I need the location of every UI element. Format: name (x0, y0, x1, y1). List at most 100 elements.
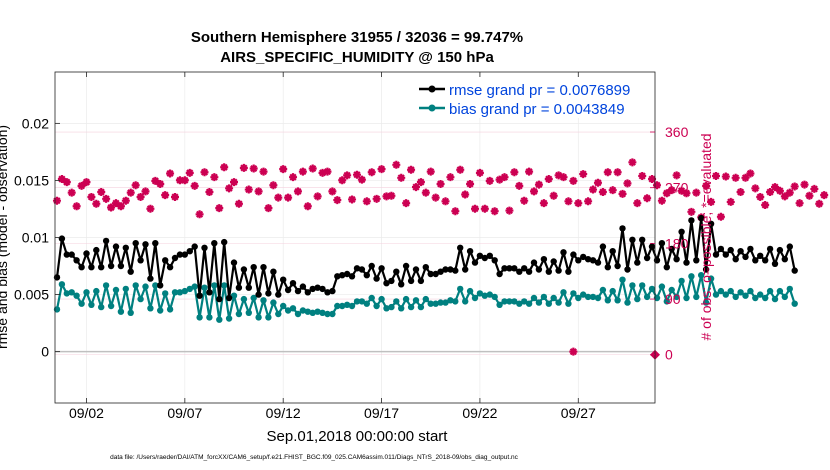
bias-point-110 (594, 294, 602, 302)
obs-point-121 (648, 175, 657, 184)
rmse-point-103 (560, 249, 567, 256)
bias-point-53 (314, 308, 321, 315)
chart-subtitle: AIRS_SPECIFIC_HUMIDITY @ 150 hPa (220, 49, 494, 66)
rmse-point-143 (757, 252, 764, 259)
bias-point-9 (98, 303, 105, 311)
x-tick-label-1: 09/07 (167, 405, 202, 421)
obs-point-47 (284, 193, 293, 202)
bias-point-119 (639, 282, 646, 289)
obs-point-18 (141, 187, 150, 196)
rmse-point-136 (722, 251, 729, 258)
bias-point-34 (221, 282, 228, 289)
bias-point-79 (442, 299, 449, 306)
bias-point-127 (678, 277, 685, 285)
bias-point-3 (68, 289, 75, 296)
x-axis-label: Sep.01,2018 00:00:00 start (267, 428, 449, 445)
bias-point-32 (211, 282, 218, 289)
obs-point-30 (200, 168, 209, 177)
legend: rmse grand pr = 0.0076899 bias grand pr … (412, 77, 652, 118)
obs-point-112 (603, 168, 612, 177)
rmse-point-116 (624, 266, 631, 273)
bias-point-136 (722, 291, 729, 298)
obs-point-105 (569, 176, 578, 185)
obs-point-10 (102, 194, 111, 203)
bias-point-38 (240, 295, 248, 303)
obs-point-36 (230, 178, 239, 187)
bias-point-76 (427, 300, 434, 307)
bias-point-112 (604, 297, 611, 304)
rmse-point-76 (427, 270, 434, 278)
rmse-point-9 (98, 264, 105, 271)
bias-point-25 (176, 289, 184, 296)
obs-point-3 (67, 188, 76, 197)
obs-point-57 (333, 196, 342, 205)
obs-point-71 (402, 199, 411, 208)
obs-point-90 (495, 175, 504, 184)
bias-point-78 (437, 299, 444, 306)
bias-point-10 (102, 282, 110, 289)
rmse-point-139 (737, 248, 744, 255)
rmse-point-107 (580, 253, 587, 261)
bias-point-126 (673, 293, 680, 301)
bias-point-97 (530, 294, 538, 302)
x-tick-label-2: 09/12 (266, 405, 301, 421)
bias-point-80 (447, 297, 454, 304)
rmse-point-60 (348, 273, 356, 280)
bias-point-129 (688, 273, 695, 280)
rmse-point-15 (127, 268, 134, 275)
bias-point-45 (275, 310, 282, 318)
bias-point-71 (402, 295, 410, 303)
rmse-point-14 (122, 244, 129, 251)
chart-title: Southern Hemisphere 31955 / 32036 = 99.7… (191, 29, 523, 46)
obs-point-98 (534, 180, 543, 189)
rmse-point-89 (491, 257, 498, 264)
obs-point-148 (780, 192, 789, 201)
obs-point-145 (766, 188, 775, 197)
bias-point-149 (786, 285, 793, 293)
rmse-point-8 (93, 246, 100, 254)
bias-point-81 (452, 298, 459, 305)
rmse-point-121 (648, 243, 656, 250)
rmse-point-97 (530, 259, 538, 266)
rmse-point-96 (525, 268, 533, 275)
obs-point-93 (510, 168, 519, 177)
obs-point-137 (726, 197, 735, 206)
rmse-point-52 (309, 285, 316, 293)
rmse-point-150 (791, 267, 798, 274)
obs-point-59 (343, 171, 352, 180)
bias-point-86 (476, 290, 484, 297)
rmse-point-146 (771, 260, 779, 267)
rmse-point-58 (339, 272, 346, 279)
rmse-point-112 (604, 264, 611, 271)
bias-point-56 (329, 310, 336, 318)
obs-point-133 (707, 197, 716, 206)
rmse-point-23 (166, 264, 174, 271)
obs-point-149 (785, 188, 794, 197)
obs-point-27 (185, 168, 194, 177)
bias-point-44 (270, 299, 277, 306)
rmse-point-137 (727, 246, 734, 254)
bias-point-107 (580, 291, 587, 298)
obs-point-95 (520, 196, 529, 205)
rmse-point-126 (673, 256, 680, 263)
rmse-point-110 (594, 259, 602, 266)
bias-point-49 (294, 310, 302, 318)
rmse-point-29 (196, 292, 203, 299)
bias-point-23 (166, 306, 174, 313)
obs-point-147 (775, 186, 784, 195)
rmse-point-81 (452, 267, 459, 274)
rmse-point-17 (137, 257, 144, 264)
rmse-point-19 (147, 275, 154, 282)
obs-point-142 (751, 184, 760, 193)
bias-point-6 (83, 289, 90, 296)
obs-point-8 (92, 199, 101, 208)
bias-point-50 (299, 307, 307, 314)
rmse-point-4 (73, 257, 80, 264)
rmse-point-148 (781, 256, 788, 263)
rmse-point-38 (240, 266, 248, 273)
x-axis-ticks: 09/02 09/07 09/12 09/17 09/22 09/27 (69, 72, 596, 421)
rmse-point-101 (550, 258, 557, 265)
obs-point-62 (357, 175, 366, 184)
rmse-point-87 (481, 254, 488, 262)
bias-point-100 (545, 300, 552, 307)
